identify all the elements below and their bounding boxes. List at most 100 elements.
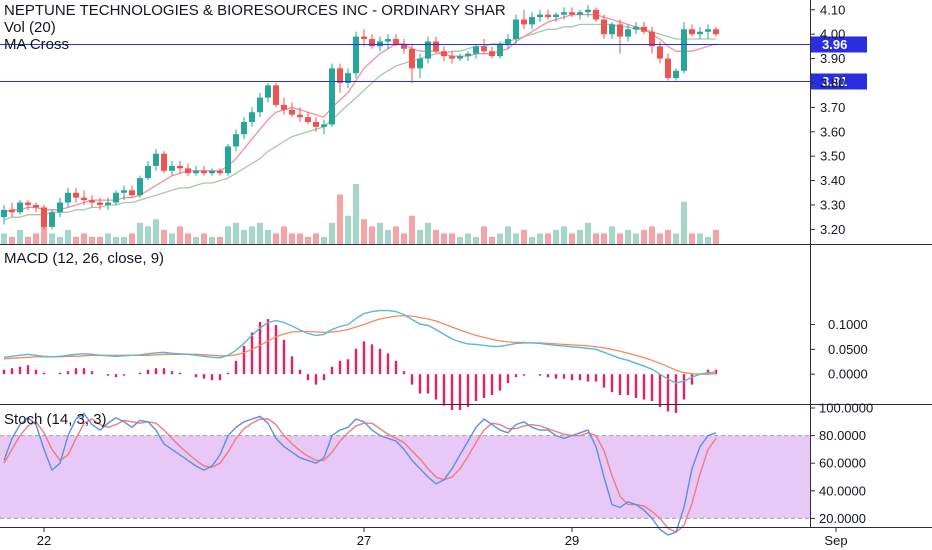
stoch-band xyxy=(0,435,810,519)
stoch-tick-label: 40.0000 xyxy=(819,483,866,498)
volume-indicator-label[interactable]: Vol (20) xyxy=(4,19,56,36)
candle-body xyxy=(457,56,463,59)
time-tick-label: Sep xyxy=(824,533,847,548)
volume-bar xyxy=(361,219,367,244)
candle-body xyxy=(569,12,575,15)
candle-body xyxy=(361,36,367,40)
volume-bar xyxy=(473,236,479,244)
candle-body xyxy=(17,202,23,213)
volume-bar xyxy=(313,233,319,244)
volume-bar xyxy=(393,226,399,244)
candle-body xyxy=(161,153,167,171)
volume-bar xyxy=(369,226,375,244)
volume-bar xyxy=(489,236,495,244)
volume-bar xyxy=(649,226,655,244)
candle-body xyxy=(521,19,527,25)
candle-body xyxy=(633,26,639,30)
volume-bar xyxy=(681,201,687,244)
volume-bar xyxy=(305,236,311,244)
volume-bar xyxy=(553,229,559,244)
candle-body xyxy=(489,51,495,57)
candle-body xyxy=(393,39,399,44)
candle-body xyxy=(185,168,191,174)
candle-body xyxy=(105,202,111,205)
volume-bar xyxy=(25,236,31,244)
volume-bar xyxy=(577,229,583,244)
candle-body xyxy=(713,29,719,35)
candle-body xyxy=(353,36,359,74)
candle-body xyxy=(409,48,415,69)
volume-bar xyxy=(297,233,303,244)
stoch-tick-label: 60.0000 xyxy=(819,456,866,471)
volume-bar xyxy=(225,226,231,244)
volume-bar xyxy=(377,222,383,244)
stoch-k-line xyxy=(3,412,717,536)
volume-bar xyxy=(345,215,351,244)
volume-bar xyxy=(321,236,327,244)
volume-bar xyxy=(9,236,15,244)
volume-bar xyxy=(457,236,463,244)
ma-cross-indicator-label[interactable]: MA Cross xyxy=(4,36,70,53)
volume-bar xyxy=(257,222,263,244)
candle-body xyxy=(561,12,567,15)
candle-body xyxy=(137,178,143,196)
volume-bar xyxy=(81,233,87,244)
macd-tick-label: 0.1000 xyxy=(828,317,868,332)
volume-bar xyxy=(265,229,271,244)
candle-body xyxy=(705,29,711,32)
volume-bar xyxy=(513,233,519,244)
volume-bar xyxy=(481,226,487,244)
volume-bar xyxy=(529,236,535,244)
candlesticks xyxy=(1,4,719,230)
candle-body xyxy=(593,9,599,20)
candle-body xyxy=(665,58,671,79)
volume-bar xyxy=(441,233,447,244)
candle-body xyxy=(433,41,439,52)
candle-body xyxy=(689,29,695,35)
volume-bar xyxy=(289,233,295,244)
volume-bar xyxy=(409,215,415,244)
candle-body xyxy=(345,73,351,83)
volume-bar xyxy=(425,222,431,244)
stoch-pane-title[interactable]: Stoch (14, 3, 3) xyxy=(4,411,107,428)
volume-bar xyxy=(561,226,567,244)
price-level-tag xyxy=(811,36,867,53)
candle-body xyxy=(1,209,7,218)
volume-bar xyxy=(49,233,55,244)
volume-bar xyxy=(497,233,503,244)
volume-bar xyxy=(217,236,223,244)
macd-pane xyxy=(2,309,718,413)
volume-bar xyxy=(161,229,167,244)
candle-body xyxy=(473,46,479,54)
candle-body xyxy=(113,192,119,203)
price-level-tag-label: 3.81 xyxy=(822,74,847,89)
volume-bar xyxy=(569,233,575,244)
candle-body xyxy=(89,200,95,203)
candle-body xyxy=(201,170,207,174)
candle-body xyxy=(121,190,127,193)
candle-body xyxy=(249,112,255,122)
candle-body xyxy=(545,14,551,18)
candle-body xyxy=(465,53,471,57)
candle-body xyxy=(601,19,607,35)
macd-tick-label: 0.0500 xyxy=(828,342,868,357)
volume-bar xyxy=(329,222,335,244)
candle-body xyxy=(129,190,135,196)
candle-body xyxy=(497,43,503,57)
time-tick-label: 22 xyxy=(37,533,51,548)
price-level-tag xyxy=(811,73,867,90)
volume-bar xyxy=(713,229,719,244)
candle-body xyxy=(329,68,335,125)
price-tick-label: 3.40 xyxy=(820,173,845,188)
volume-bar xyxy=(353,184,359,244)
volume-bar xyxy=(625,229,631,244)
volume-bar xyxy=(697,233,703,244)
volume-bar xyxy=(33,233,39,244)
candle-body xyxy=(617,24,623,37)
volume-bar xyxy=(97,236,103,244)
volume-bar xyxy=(273,233,279,244)
candle-body xyxy=(401,43,407,49)
macd-pane-title[interactable]: MACD (12, 26, close, 9) xyxy=(4,250,165,267)
stoch-band-fill xyxy=(0,435,810,519)
volume-bar xyxy=(185,233,191,244)
